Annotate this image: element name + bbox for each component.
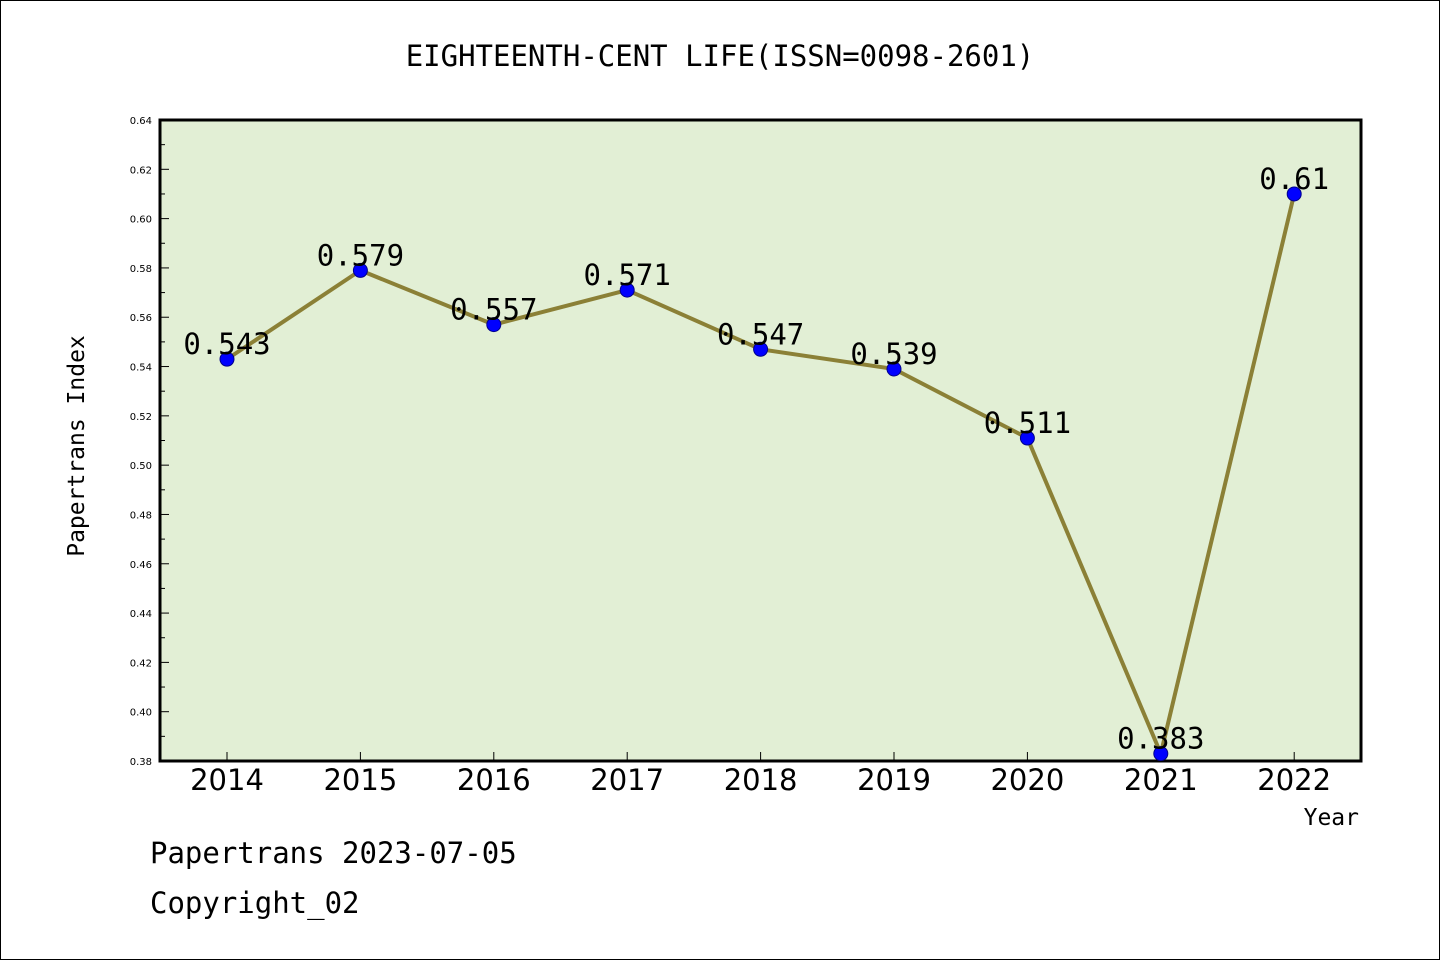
data-label: 0.579 (317, 238, 404, 272)
data-labels: 0.543 0.579 0.557 0.571 0.547 0.539 0.511 0.383… (183, 162, 1329, 756)
x-tick-label: 2020 (990, 763, 1064, 797)
data-point (219, 351, 235, 367)
y-tick-label: 0.58 (130, 264, 152, 275)
x-tick-label: 2022 (1257, 763, 1331, 797)
y-tick-label: 0.62 (130, 165, 152, 176)
y-axis-label: Papertrans Index (64, 335, 90, 557)
x-tick-label: 2018 (724, 763, 798, 797)
x-tick-label: 2016 (457, 763, 531, 797)
x-tick-label: 2021 (1124, 763, 1198, 797)
data-label: 0.61 (1259, 162, 1329, 196)
y-tick-label: 0.42 (130, 658, 152, 669)
data-label: 0.511 (984, 406, 1071, 440)
y-tick-label: 0.40 (130, 708, 152, 719)
data-point (753, 341, 769, 357)
y-tick-label: 0.46 (130, 560, 152, 571)
y-tick-label: 0.48 (130, 510, 152, 521)
plot-area (158, 118, 1363, 763)
y-tick-label: 0.64 (130, 116, 152, 127)
data-point (1019, 430, 1035, 446)
data-label: 0.571 (584, 258, 671, 292)
footer-copyright: Copyright_02 (150, 886, 360, 920)
y-axis: 0.38 0.40 0.42 0.44 0.46 0.48 0.50 0.52 0.54 0.56… (130, 116, 169, 768)
data-point (1153, 746, 1169, 762)
data-label: 0.539 (850, 337, 937, 371)
footer-date: Papertrans 2023-07-05 (150, 836, 517, 870)
x-tick-label: 2019 (857, 763, 931, 797)
data-point (1286, 186, 1302, 202)
data-point (486, 317, 502, 333)
data-label: 0.547 (717, 317, 804, 351)
data-label: 0.543 (183, 327, 270, 361)
data-point (352, 262, 368, 278)
x-axis-label: Year (1304, 805, 1359, 831)
y-tick-label: 0.38 (130, 757, 152, 768)
x-tick-label: 2017 (590, 763, 664, 797)
y-tick-label: 0.60 (130, 215, 152, 226)
data-point (619, 282, 635, 298)
y-tick-label: 0.44 (130, 609, 152, 620)
x-axis: 2014 2015 2016 2017 2018 2019 2020 2021 2022 (190, 752, 1331, 797)
data-point (886, 361, 902, 377)
y-tick-label: 0.56 (130, 313, 152, 324)
y-tick-label: 0.50 (130, 461, 152, 472)
data-label: 0.383 (1117, 722, 1204, 756)
x-tick-label: 2015 (323, 763, 397, 797)
chart-title: EIGHTEENTH-CENT LIFE(ISSN=0098-2601) (406, 39, 1035, 73)
data-label: 0.557 (450, 293, 537, 327)
y-tick-label: 0.52 (130, 412, 152, 423)
series-group (219, 186, 1302, 762)
y-tick-label: 0.54 (130, 363, 152, 374)
x-tick-label: 2014 (190, 763, 264, 797)
